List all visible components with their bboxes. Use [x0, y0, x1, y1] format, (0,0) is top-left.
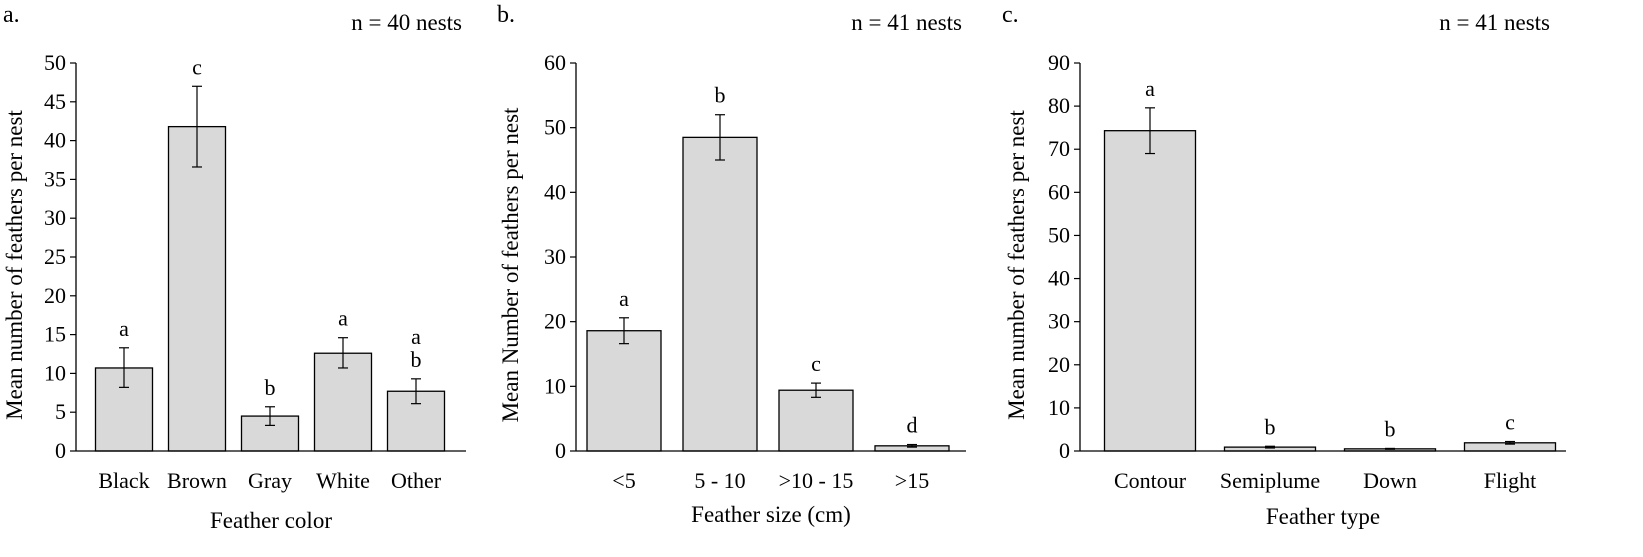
error-bar: [1505, 440, 1515, 445]
x-tick-label: 5 - 10: [694, 468, 745, 493]
x-axis-title: Feather type: [1266, 504, 1380, 529]
y-axis-title: Mean number of feathers per nest: [2, 110, 27, 420]
y-tick-label: 60: [544, 50, 566, 75]
error-bar: [1265, 445, 1275, 449]
significance-letter: b: [265, 375, 276, 400]
x-tick-label: Flight: [1484, 468, 1537, 493]
y-tick-label: 45: [44, 89, 66, 114]
error-bar: [619, 317, 629, 345]
x-tick-label: Brown: [167, 468, 227, 493]
bar--5: [586, 330, 662, 452]
y-tick-label: 90: [1048, 50, 1070, 75]
chart-panel-1: a. n = 40 nestsacbaba05101520253035404550…: [2, 2, 466, 533]
y-tick-label: 40: [544, 179, 566, 204]
panel-label: a.: [3, 2, 20, 28]
y-tick-label: 20: [1048, 352, 1070, 377]
y-axis-title: Mean Number of feathers per nest: [498, 107, 523, 422]
error-bar: [811, 382, 821, 398]
error-bar: [338, 337, 348, 369]
x-tick-label: Semiplume: [1220, 468, 1320, 493]
significance-letter: a: [338, 306, 348, 331]
significance-letter: b: [411, 347, 422, 372]
bar-contour: [1103, 130, 1197, 452]
error-bar: [192, 85, 202, 168]
y-tick-label: 15: [44, 322, 66, 347]
y-tick-label: 0: [55, 438, 66, 463]
error-bar: [265, 406, 275, 426]
y-axis-title: Mean number of feathers per nest: [1004, 110, 1029, 420]
y-tick-label: 30: [44, 205, 66, 230]
bar-brown: [167, 125, 227, 452]
x-tick-label: Contour: [1114, 468, 1187, 493]
x-tick-label: Down: [1363, 468, 1417, 493]
sample-size-annotation: n = 41 nests: [851, 10, 962, 35]
error-bar: [119, 347, 129, 388]
y-tick-label: 40: [1048, 266, 1070, 291]
significance-letter: c: [192, 54, 202, 79]
x-tick-label: Other: [391, 468, 442, 493]
error-bar: [411, 378, 421, 405]
y-tick-label: 10: [44, 360, 66, 385]
significance-letter: a: [119, 316, 129, 341]
y-tick-label: 80: [1048, 93, 1070, 118]
chart-panel-3: c. n = 41 nests a b b c 0 10 20 30 40 50 60 70 80 90 Con…: [1002, 2, 1566, 529]
significance-letter: c: [1505, 410, 1515, 435]
significance-letter: b: [1265, 414, 1276, 439]
sample-size-annotation: n = 41 nests: [1439, 10, 1550, 35]
x-tick-label: >15: [895, 468, 929, 493]
y-tick-label: 40: [44, 128, 66, 153]
y-tick-label: 30: [544, 244, 566, 269]
significance-letter: c: [811, 351, 821, 376]
panel-label: b.: [497, 2, 515, 28]
y-tick-label: 50: [44, 50, 66, 75]
x-tick-label: Black: [98, 468, 149, 493]
y-tick-label: 5: [55, 399, 66, 424]
bar--10-15: [778, 389, 854, 452]
y-tick-label: 70: [1048, 136, 1070, 161]
y-tick-label: 35: [44, 166, 66, 191]
x-axis-title: Feather color: [210, 508, 332, 533]
panel-label: c.: [1002, 2, 1019, 28]
y-tick-label: 25: [44, 244, 66, 269]
error-bar: [907, 443, 917, 448]
y-tick-label: 20: [44, 283, 66, 308]
significance-letter: a: [1145, 76, 1155, 101]
bar-5-10: [682, 136, 758, 452]
significance-letter: b: [1385, 416, 1396, 441]
sample-size-annotation: n = 40 nests: [351, 10, 462, 35]
x-tick-label: White: [316, 468, 370, 493]
x-tick-label: >10 - 15: [779, 468, 854, 493]
y-tick-label: 10: [544, 373, 566, 398]
y-tick-label: 30: [1048, 309, 1070, 334]
error-bar: [1385, 447, 1395, 450]
significance-letter: a: [619, 286, 629, 311]
bar-other: [386, 390, 446, 452]
y-tick-label: 20: [544, 309, 566, 334]
y-tick-label: 0: [1059, 438, 1070, 463]
x-tick-label: <5: [612, 468, 635, 493]
chart-panel-2: b. n = 41 nests a b c d 0 10 20 30 40 50 60 <5 5 - 10 >…: [497, 2, 966, 527]
y-tick-label: 0: [555, 438, 566, 463]
significance-letter: b: [715, 83, 726, 108]
x-tick-label: Gray: [248, 468, 292, 493]
error-bar: [1145, 107, 1155, 155]
y-tick-label: 60: [1048, 179, 1070, 204]
y-tick-label: 50: [544, 115, 566, 140]
x-axis-title: Feather size (cm): [691, 502, 851, 527]
significance-letter: d: [907, 413, 918, 438]
y-tick-label: 50: [1048, 222, 1070, 247]
significance-letter: a: [411, 324, 421, 349]
y-tick-label: 10: [1048, 395, 1070, 420]
error-bar: [715, 114, 725, 161]
